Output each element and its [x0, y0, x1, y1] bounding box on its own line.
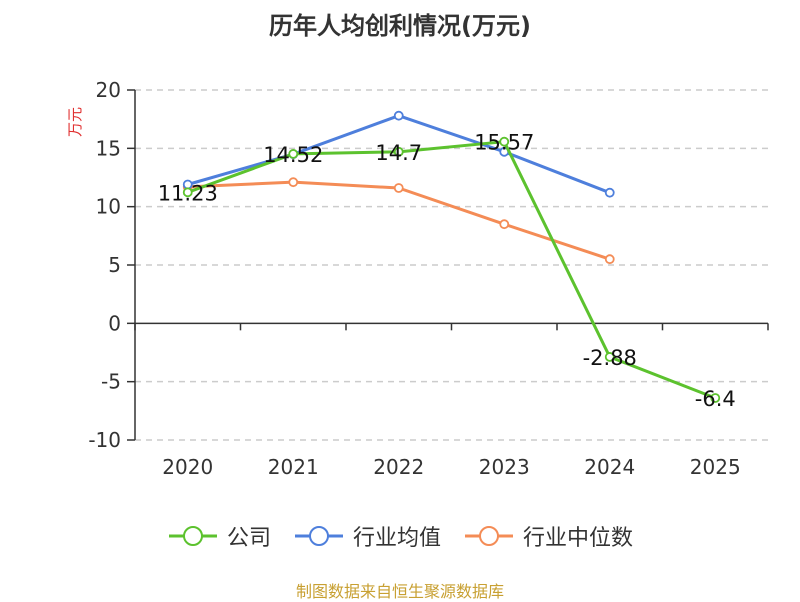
y-tick-label: -5	[101, 370, 121, 394]
data-point	[288, 177, 299, 188]
data-point	[499, 219, 510, 230]
y-axis-label: 万元	[66, 107, 84, 137]
data-point	[499, 136, 510, 147]
legend-swatch-icon	[294, 526, 343, 546]
y-tick-label: 20	[96, 78, 121, 102]
data-label: 11.23	[158, 181, 218, 205]
legend: 公司 行业均值 行业中位数	[0, 520, 800, 552]
legend-label: 行业中位数	[523, 526, 634, 551]
legend-item[interactable]: 行业均值	[293, 520, 441, 552]
y-tick-labels: 20 15 10 5 0 -5 -10	[88, 78, 121, 452]
legend-label: 行业均值	[352, 526, 441, 551]
y-tick-label: 10	[96, 195, 121, 219]
legend-swatch-icon	[465, 526, 513, 546]
legend-item[interactable]: 行业中位数	[463, 520, 633, 552]
data-point	[604, 254, 615, 265]
data-labels: 11.23 14.52 14.7 15.57 -2.88 -6.4	[158, 131, 736, 411]
data-label: 14.52	[263, 143, 323, 167]
chart-title: 历年人均创利情况(万元)	[269, 12, 531, 40]
y-tick-label: 5	[108, 253, 121, 277]
data-point	[393, 146, 404, 157]
data-label: -6.4	[695, 387, 736, 411]
data-label: -2.88	[583, 346, 637, 370]
data-point	[182, 187, 193, 198]
x-tick-label: 2020	[162, 455, 213, 479]
x-tick-labels: 2020 2021 2022 2023 2024 2025	[162, 455, 740, 479]
x-tick-label: 2023	[479, 455, 530, 479]
data-point	[604, 352, 615, 362]
data-point	[288, 149, 299, 159]
data-point	[393, 183, 404, 193]
data-label: 15.57	[474, 131, 534, 155]
x-tick-label: 2025	[690, 455, 741, 479]
grid-lines	[135, 89, 768, 441]
legend-item[interactable]: 公司	[167, 520, 271, 552]
axes	[127, 89, 769, 441]
series-line	[187, 140, 716, 400]
y-tick-label: 15	[96, 136, 121, 160]
x-tick-label: 2022	[373, 455, 424, 479]
data-point	[710, 393, 721, 403]
data-label: 14.7	[375, 141, 422, 165]
x-tick-label: 2024	[584, 455, 635, 479]
data-point	[604, 187, 615, 198]
y-tick-label: -10	[88, 428, 121, 452]
x-tick-label: 2021	[268, 455, 319, 479]
y-tick-label: 0	[108, 311, 121, 335]
legend-swatch-icon	[168, 526, 217, 546]
series-lines	[182, 110, 721, 403]
source-note: 制图数据来自恒生聚源数据库	[295, 582, 504, 601]
data-point	[393, 110, 404, 121]
series-line	[187, 180, 611, 261]
legend-label: 公司	[226, 526, 271, 551]
